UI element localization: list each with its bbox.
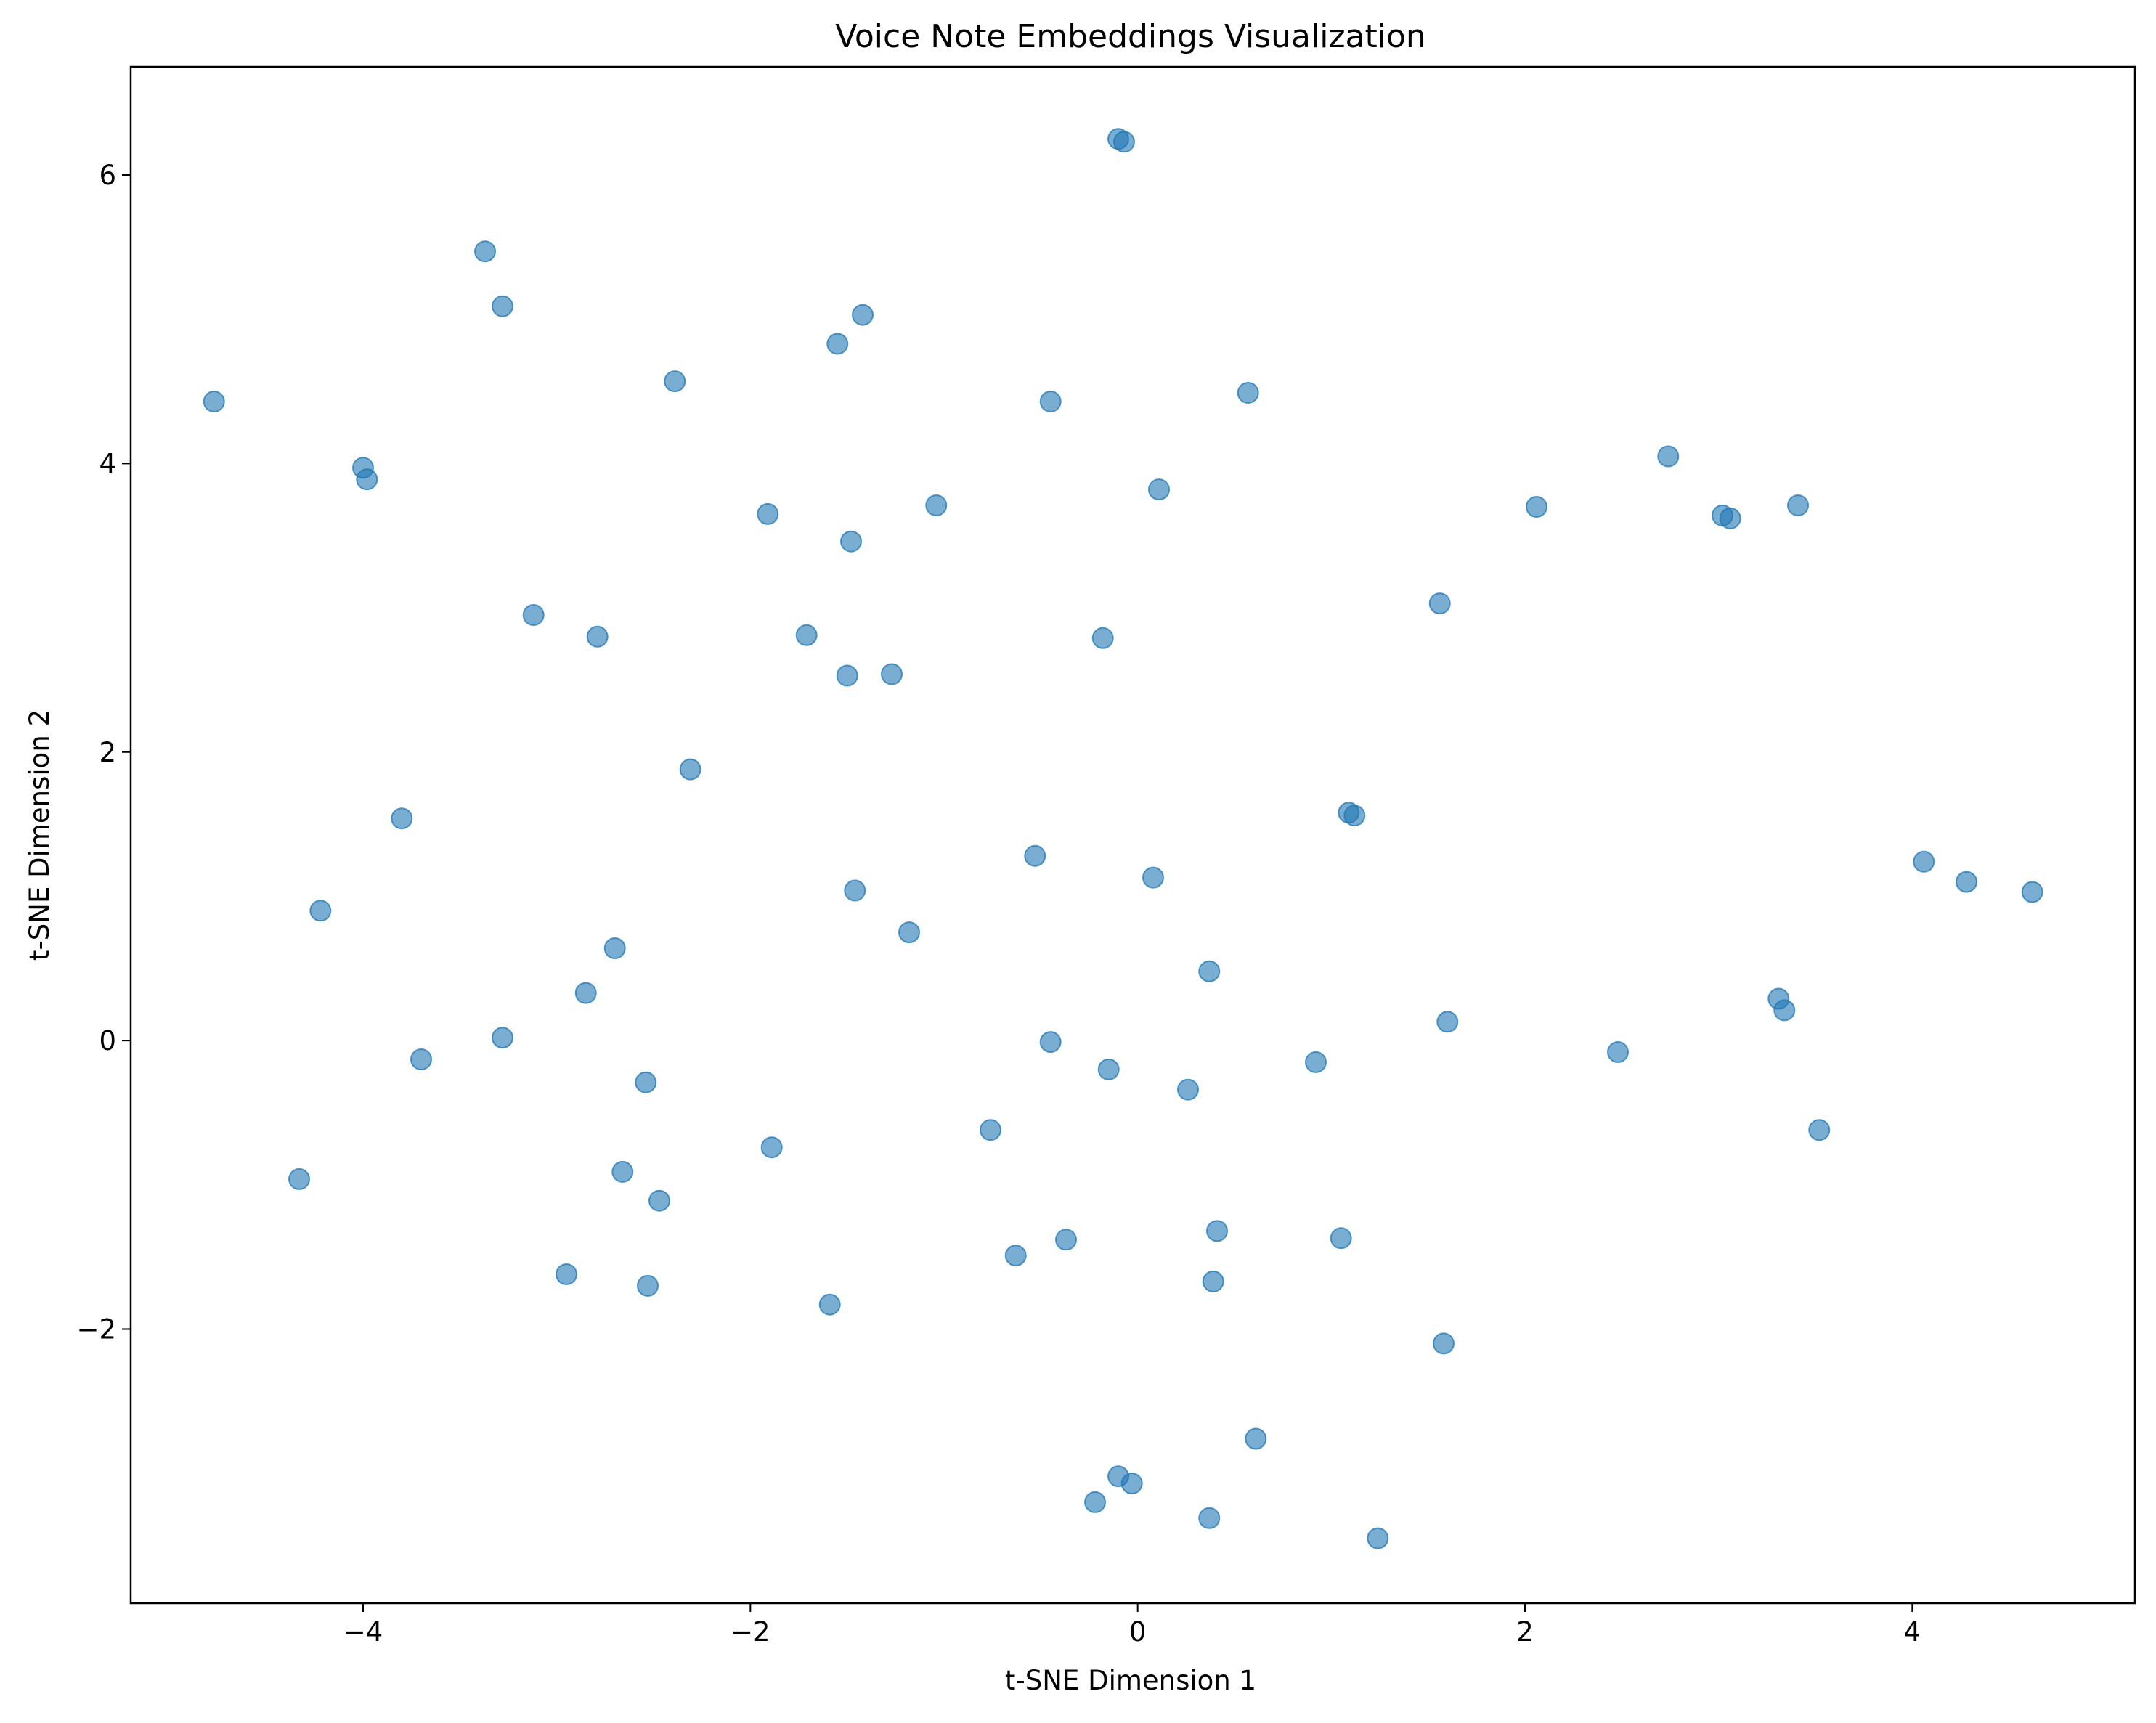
data-point [635, 1071, 657, 1093]
x-axis-ticks: −4 −2 0 2 4 [343, 1603, 1921, 1647]
data-point [1787, 494, 1809, 516]
data-point [1039, 1031, 1062, 1054]
data-point [1956, 871, 1977, 893]
data-point [679, 758, 701, 781]
x-tick-label: 4 [1904, 1616, 1921, 1647]
y-tick-label: −2 [76, 1313, 116, 1345]
data-point [492, 1027, 513, 1049]
data-point [1245, 1427, 1267, 1450]
data-point [1148, 478, 1170, 501]
y-tick-label: 2 [99, 737, 116, 768]
y-tick-label: 0 [99, 1025, 116, 1056]
data-point [826, 333, 849, 355]
data-point [1428, 592, 1451, 615]
data-point [648, 1189, 670, 1212]
data-point [757, 502, 779, 525]
data-point [1055, 1229, 1077, 1251]
data-point [1120, 1473, 1143, 1495]
data-point [1343, 805, 1366, 827]
data-point [410, 1048, 432, 1070]
data-point [1773, 999, 1796, 1022]
x-tick-label: 2 [1516, 1616, 1534, 1647]
data-point [1202, 1270, 1224, 1292]
data-point [1024, 844, 1046, 867]
data-point [637, 1274, 659, 1297]
data-point [391, 807, 413, 830]
data-point [586, 625, 609, 648]
data-point [1607, 1041, 1629, 1063]
x-tick-label: −2 [731, 1616, 770, 1647]
y-tick-label: 4 [99, 448, 116, 479]
y-axis-ticks: −2 0 2 4 6 [76, 160, 131, 1345]
data-point [288, 1168, 310, 1190]
data-point [1198, 1507, 1221, 1529]
data-point [760, 1136, 783, 1159]
data-point [840, 530, 862, 553]
x-tick-label: 0 [1129, 1616, 1147, 1647]
data-point [1177, 1078, 1199, 1101]
data-point [898, 921, 920, 944]
data-point [474, 240, 496, 263]
data-point [1657, 445, 1680, 468]
data-point [2021, 881, 2043, 903]
data-point [574, 982, 597, 1004]
data-point [203, 391, 225, 412]
y-axis-title: t-SNE Dimension 2 [24, 709, 55, 961]
data-point [844, 879, 866, 902]
data-point [522, 604, 545, 626]
data-point [1436, 1011, 1459, 1033]
data-point [1330, 1227, 1352, 1250]
data-point [1142, 866, 1164, 889]
data-point [356, 468, 378, 491]
data-point [1091, 627, 1114, 649]
data-point [664, 370, 686, 393]
data-point [1237, 382, 1259, 404]
data-point [492, 295, 513, 317]
data-point [925, 494, 948, 516]
data-point [1719, 507, 1741, 529]
data-point [1808, 1119, 1831, 1141]
data-point [795, 624, 818, 646]
data-point [1198, 960, 1221, 982]
data-point [1039, 391, 1062, 412]
y-tick-label: 6 [99, 160, 116, 191]
data-point [611, 1160, 634, 1183]
x-axis-title: t-SNE Dimension 1 [1005, 1665, 1256, 1696]
data-point [556, 1263, 577, 1285]
data-point [980, 1119, 1001, 1141]
data-point [1206, 1220, 1228, 1242]
data-point [1433, 1332, 1455, 1355]
data-point [1367, 1527, 1389, 1549]
data-point [309, 900, 332, 922]
data-point [836, 664, 858, 687]
data-point [603, 937, 626, 959]
data-point [1097, 1058, 1120, 1080]
data-point [1113, 131, 1135, 153]
chart-title: Voice Note Embeddings Visualization [835, 18, 1426, 55]
data-point [1913, 850, 1935, 873]
data-point [881, 663, 903, 685]
data-point [1084, 1491, 1106, 1513]
x-tick-label: −4 [343, 1616, 383, 1647]
points-layer [203, 128, 2043, 1549]
plot-frame [129, 65, 2136, 1605]
data-point [1004, 1245, 1027, 1267]
data-point [1305, 1051, 1327, 1073]
data-point [818, 1293, 841, 1316]
data-point [852, 304, 874, 326]
data-point [1526, 496, 1547, 518]
